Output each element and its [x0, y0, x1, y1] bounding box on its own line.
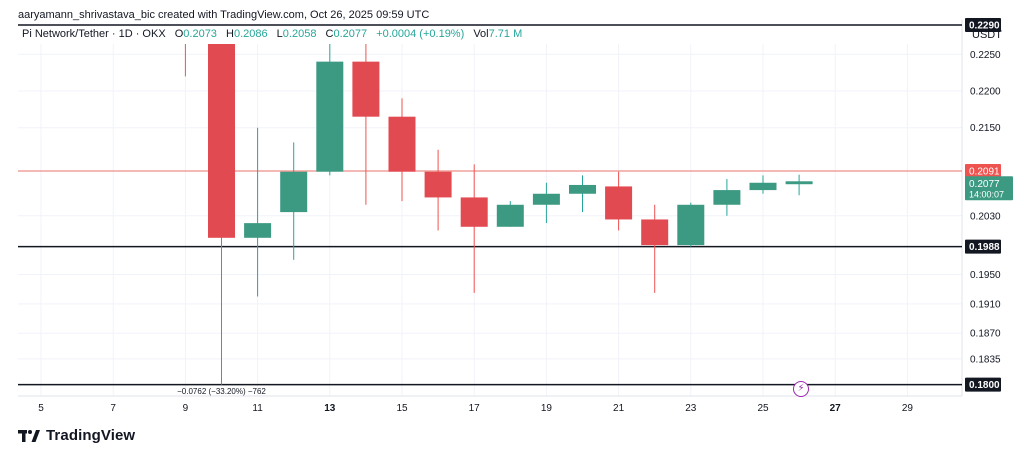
tradingview-logo-text: TradingView: [46, 427, 136, 444]
x-tick-label: 21: [613, 403, 625, 414]
candle-body-up[interactable]: [532, 193, 560, 205]
symbol-name[interactable]: Pi Network/Tether · 1D · OKX: [22, 28, 166, 40]
x-tick-label: 5: [38, 403, 44, 414]
tradingview-mark-icon: [18, 429, 40, 442]
level-price-tag: [965, 377, 1001, 392]
x-tick-label: 13: [324, 403, 336, 414]
y-tick-label: 0.2250: [970, 50, 1001, 61]
drawdown-annotation: −0.0762 (−33.20%) −762: [177, 387, 266, 396]
x-tick-label: 11: [252, 403, 263, 414]
change-value: +0.0004 (+0.19%): [376, 28, 465, 40]
currency-label[interactable]: USDT: [972, 29, 1002, 41]
open-value: 0.2073: [183, 28, 217, 40]
y-tick-label: 0.1870: [970, 329, 1001, 340]
level-price-label: 0.1800: [969, 380, 1000, 391]
y-tick-label: 0.2030: [970, 211, 1001, 222]
x-tick-label: 9: [183, 403, 189, 414]
tradingview-logo: TradingView: [18, 427, 135, 444]
volume-label: Vol: [473, 28, 489, 40]
candle-body-up[interactable]: [569, 184, 596, 194]
close-value: 0.2077: [333, 28, 368, 40]
low-label: L: [276, 28, 283, 40]
lightning-icon[interactable]: ⚡: [793, 381, 809, 397]
y-tick-label: 0.2200: [970, 87, 1001, 98]
candle-body-down[interactable]: [605, 186, 633, 220]
x-tick-label: 27: [830, 403, 842, 414]
candle-body-down[interactable]: [388, 116, 416, 172]
last-price-label: 0.2077: [969, 179, 1000, 190]
candle-body-up[interactable]: [244, 223, 272, 238]
current-price-label: 0.2091: [969, 167, 1000, 178]
y-tick-label: 0.2150: [970, 123, 1001, 134]
candle-body-up[interactable]: [749, 182, 777, 191]
low-value: 0.2058: [282, 28, 317, 40]
candle-body-up[interactable]: [280, 171, 308, 213]
candle-body-up[interactable]: [713, 190, 741, 205]
y-tick-label: 0.1835: [970, 354, 1001, 365]
candle-body-up[interactable]: [496, 204, 524, 227]
candle-body-down[interactable]: [208, 21, 235, 238]
x-tick-label: 19: [541, 403, 553, 414]
chart-credit: aaryamann_shrivastava_bic created with T…: [18, 9, 430, 21]
y-tick-label: 0.1910: [970, 299, 1001, 310]
symbol-legend: Pi Network/Tether · 1D · OKX O0.2073 H0.…: [22, 28, 522, 40]
volume-value: 7.71 M: [488, 28, 523, 40]
x-tick-label: 23: [685, 403, 697, 414]
candle-body-up[interactable]: [785, 181, 813, 185]
high-value: 0.2086: [233, 28, 268, 40]
x-tick-label: 17: [469, 403, 481, 414]
level-price-label: 0.1988: [969, 242, 1000, 253]
last-price-tag: [965, 176, 1013, 201]
candle-body-up[interactable]: [677, 204, 705, 246]
close-label: C: [325, 28, 334, 40]
x-tick-label: 25: [757, 403, 769, 414]
candle-body-down[interactable]: [352, 61, 380, 117]
x-tick-label: 15: [396, 403, 408, 414]
candle-body-down[interactable]: [424, 171, 452, 198]
current-price-tag: [965, 164, 1001, 179]
open-label: O: [174, 28, 184, 40]
level-price-tag: [965, 239, 1001, 254]
candle-body-up[interactable]: [316, 61, 344, 172]
x-tick-label: 7: [110, 403, 116, 414]
level-price-tag: [965, 17, 1001, 32]
high-label: H: [226, 28, 234, 40]
bar-countdown: 14:00:07: [969, 189, 1004, 199]
candle-body-down[interactable]: [460, 197, 488, 227]
candle-body-down[interactable]: [172, 0, 199, 21]
candles-group: [172, 0, 813, 385]
x-tick-label: 29: [902, 403, 914, 414]
level-price-label: 0.2290: [969, 20, 1000, 31]
candle-body-down[interactable]: [641, 219, 669, 246]
y-tick-label: 0.1950: [970, 270, 1001, 281]
